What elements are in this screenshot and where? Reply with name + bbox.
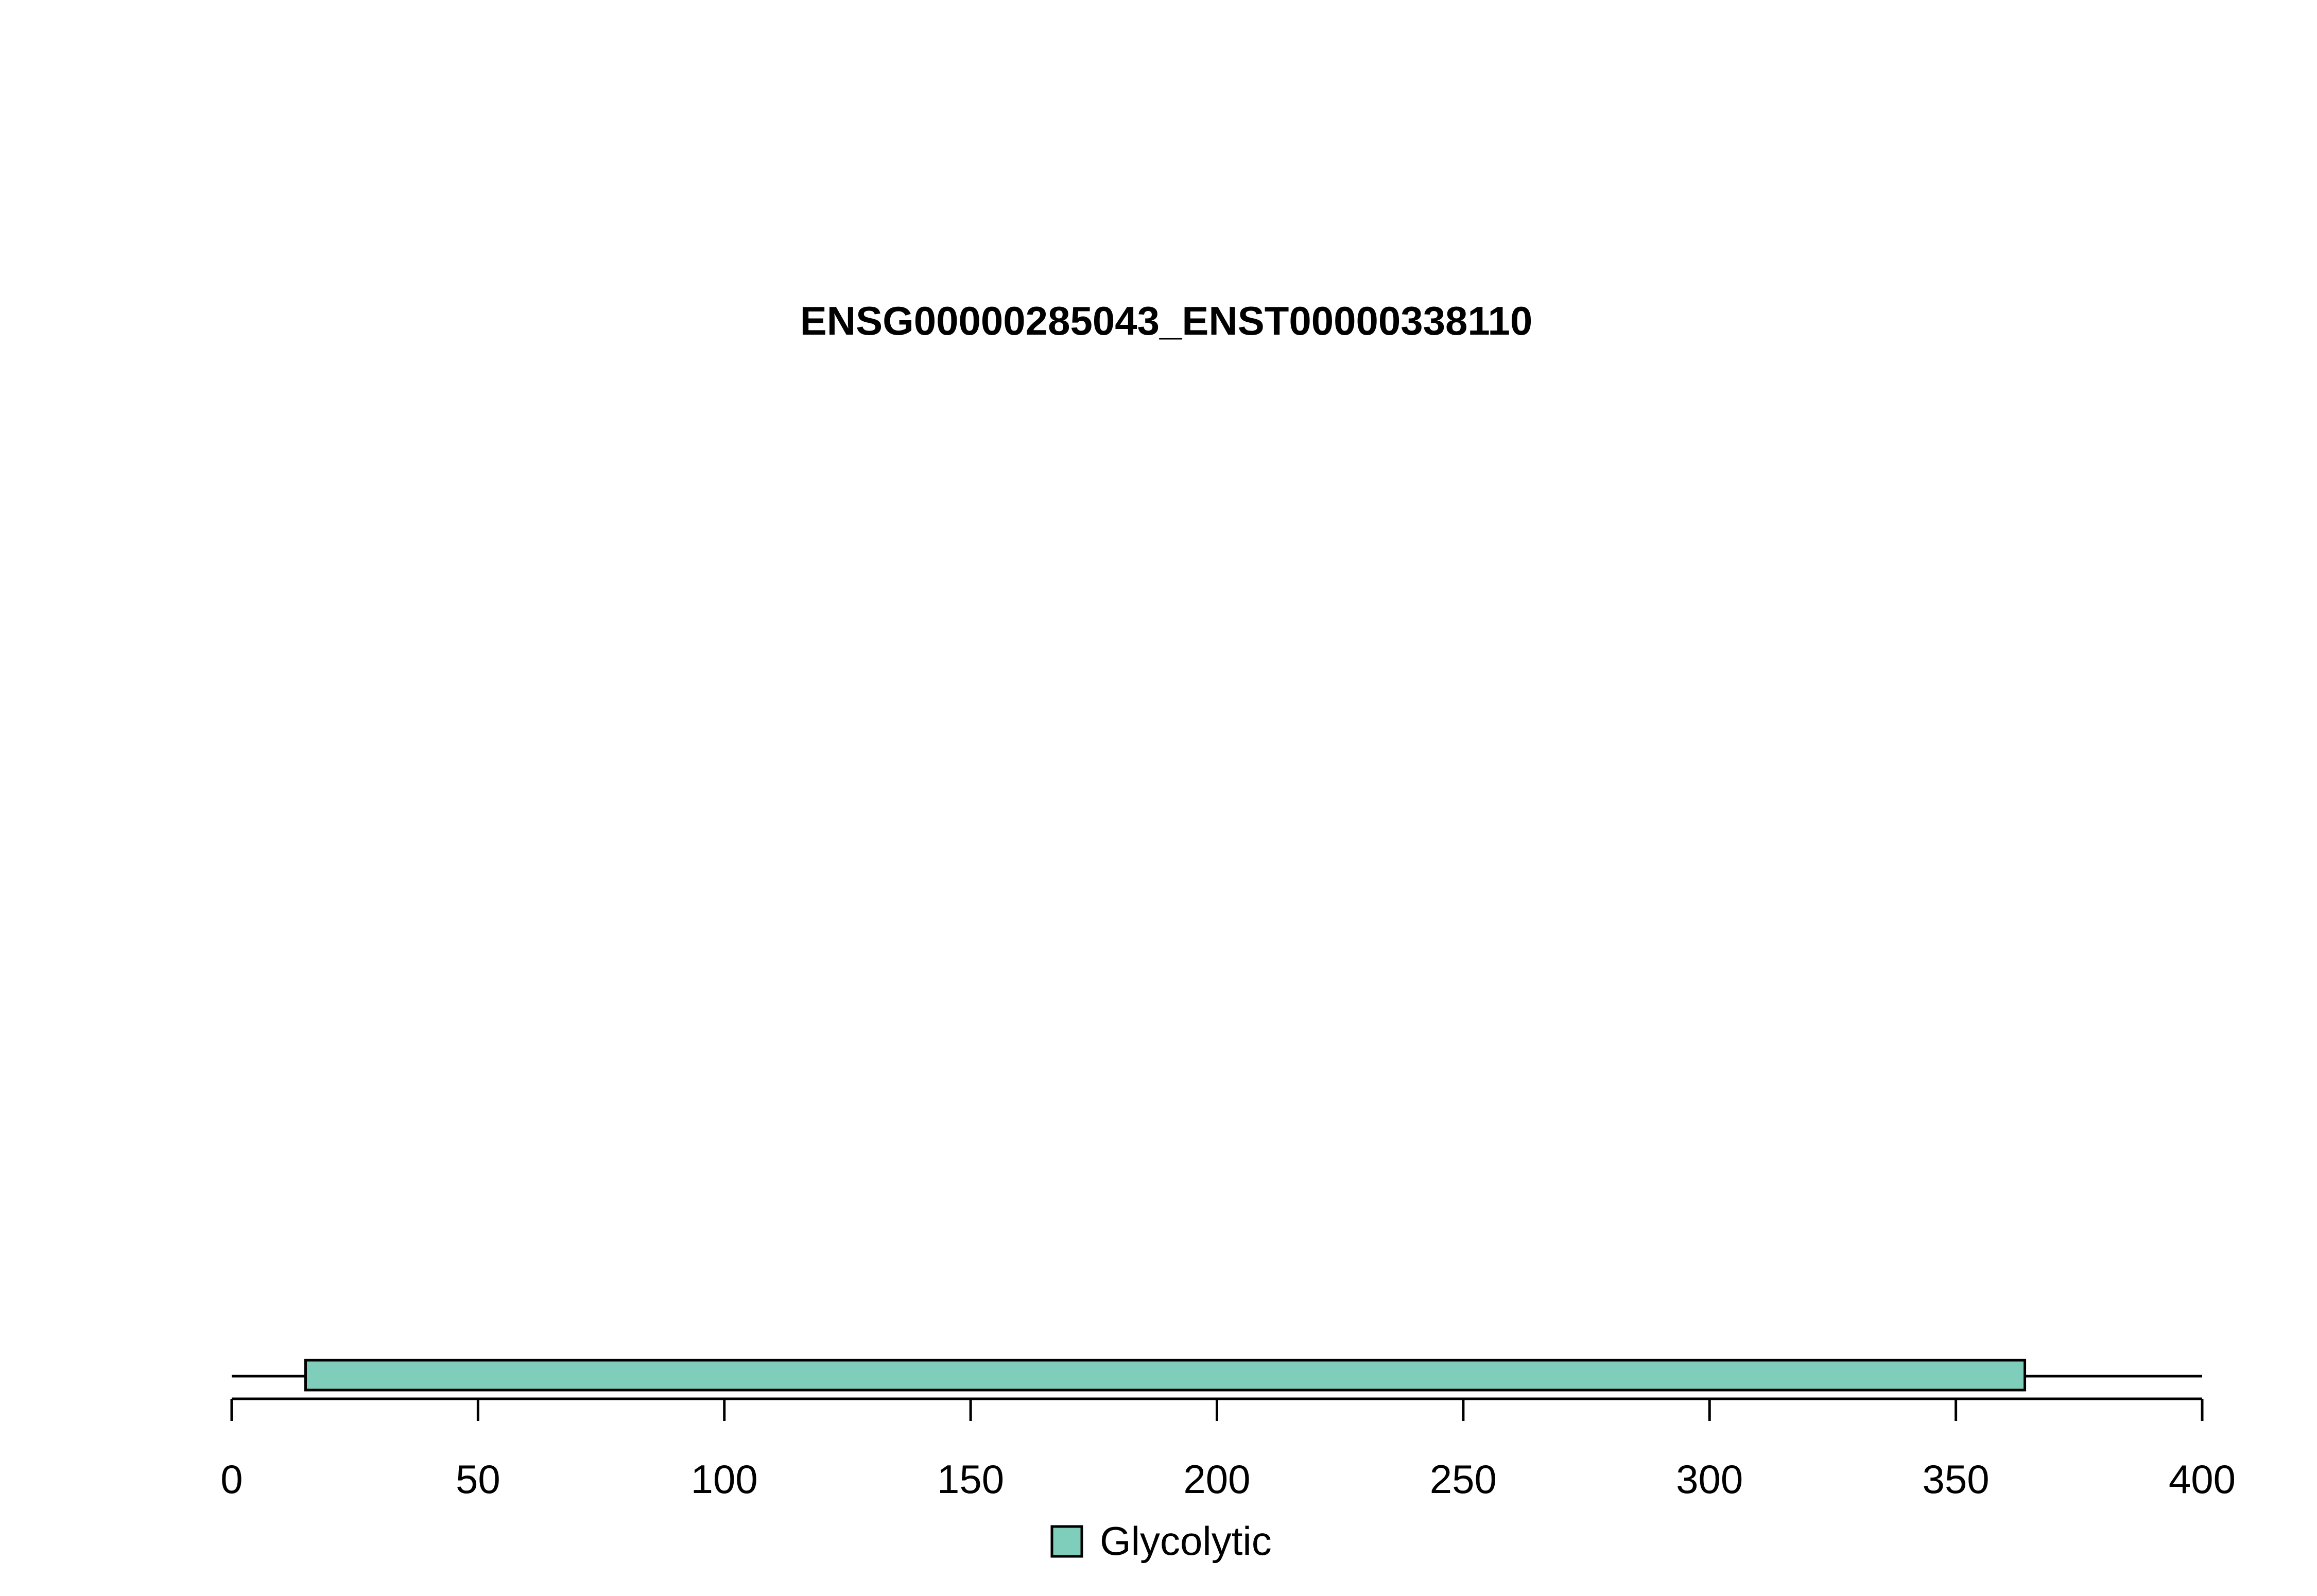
- x-tick-label-300: 300: [1676, 1456, 1743, 1502]
- x-tick-label-0: 0: [220, 1456, 243, 1502]
- x-tick-label-50: 50: [456, 1456, 500, 1502]
- x-axis-ticks: 0 50 100 150 200 250 300 350 400: [220, 1399, 2236, 1502]
- x-axis: 0 50 100 150 200 250 300 350 400: [220, 1397, 2236, 1502]
- legend: Glycolytic: [1050, 1518, 1272, 1564]
- x-tick-label-250: 250: [1430, 1456, 1497, 1502]
- protein-track: [232, 1359, 2202, 1392]
- x-tick-label-400: 400: [2169, 1456, 2236, 1502]
- x-tick-label-100: 100: [691, 1456, 758, 1502]
- legend-label-glycolytic: Glycolytic: [1100, 1518, 1272, 1564]
- legend-swatch-glycolytic: [1050, 1525, 1083, 1558]
- chart-title: ENSG00000285043_ENST00000338110: [800, 298, 1533, 343]
- domain-group: [304, 1359, 2027, 1392]
- domain-box-glycolytic: [304, 1359, 2027, 1392]
- x-tick-label-150: 150: [937, 1456, 1004, 1502]
- x-tick-label-200: 200: [1183, 1456, 1250, 1502]
- x-tick-label-350: 350: [1923, 1456, 1990, 1502]
